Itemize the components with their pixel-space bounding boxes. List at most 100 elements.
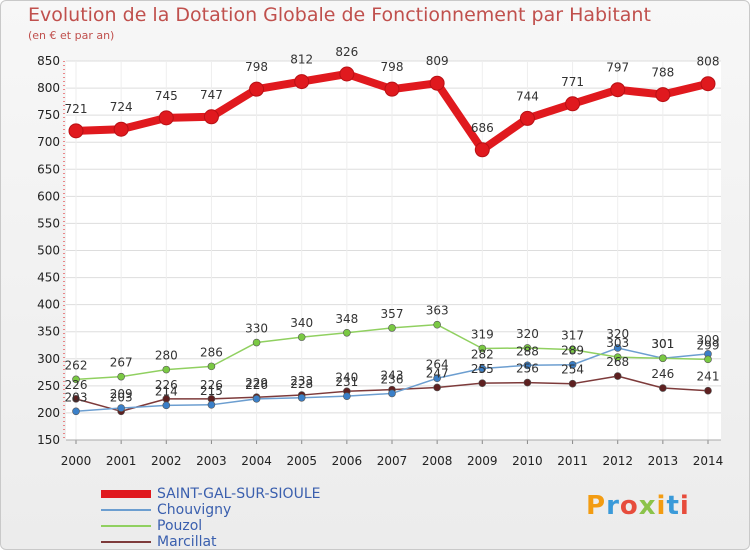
series-point [252,395,261,403]
series-point [158,110,174,126]
series-point [659,384,667,392]
data-label: 319 [471,327,494,341]
legend: SAINT-GAL-SUR-SIOULE Chouvigny Pouzol Ma… [101,486,320,550]
y-tick-label: 550 [37,216,60,230]
logo-letter: x [638,491,657,521]
data-label: 808 [697,55,720,69]
data-label: 686 [471,121,494,135]
series-point [117,372,125,381]
series-point [433,383,441,392]
series-point [252,338,261,347]
data-label: 320 [516,327,539,341]
x-tick-label: 2011 [557,454,588,468]
data-label: 264 [426,357,449,371]
legend-label: Pouzol [157,518,203,534]
data-label: 363 [426,304,449,318]
series-point [68,123,84,139]
data-label: 809 [426,54,449,68]
data-label: 721 [65,102,88,116]
data-label: 724 [110,100,133,114]
data-label: 256 [516,362,539,376]
x-tick-label: 2000 [61,454,92,468]
data-label: 826 [335,45,358,59]
series-point [207,401,216,409]
data-label: 289 [561,344,584,358]
series-point [113,121,129,137]
series-point [72,375,80,384]
data-label: 229 [245,376,268,390]
data-label: 209 [110,387,133,401]
y-tick-label: 700 [37,135,60,149]
y-tick-label: 650 [37,162,60,176]
data-label: 203 [65,390,88,404]
data-label: 203 [110,390,133,404]
legend-label: Marcillat [157,534,217,550]
x-tick-label: 2005 [286,454,317,468]
series-point [207,362,216,371]
data-label: 282 [471,348,494,362]
series-point [613,372,622,380]
legend-swatch [101,490,151,498]
data-label: 320 [606,327,629,341]
data-label: 231 [335,375,358,389]
data-label: 744 [516,89,539,103]
logo-letter: i [656,491,667,521]
series-point [294,74,310,90]
series-point [565,96,581,112]
series-point [72,395,80,403]
data-label: 303 [606,336,629,350]
x-tick-label: 2006 [332,454,363,468]
y-tick-label: 350 [37,325,60,339]
data-label: 241 [697,370,720,384]
series-point [343,328,351,337]
data-label: 357 [381,307,404,321]
data-label: 226 [155,378,178,392]
x-tick-label: 2003 [196,454,227,468]
data-label: 747 [200,88,223,102]
data-label: 301 [651,337,674,351]
series-point [523,344,532,352]
series-point [523,378,532,387]
data-label: 745 [155,89,178,103]
series-point [700,76,716,92]
data-label: 226 [200,378,223,392]
chart-title: Evolution de la Dotation Globale de Fonc… [28,4,651,26]
series-point [568,345,577,354]
data-label: 233 [290,374,313,388]
series-point [162,401,171,410]
series-point [72,407,80,416]
x-tick-label: 2002 [151,454,182,468]
series-point [297,333,306,341]
y-tick-label: 250 [37,379,60,393]
data-label: 226 [245,378,268,392]
data-label: 268 [606,355,629,369]
x-tick-label: 2004 [241,454,272,468]
series-point [610,82,626,98]
legend-swatch [101,509,151,511]
data-label: 317 [561,329,584,343]
data-label: 254 [561,363,584,377]
series-point [433,374,441,383]
series-point [613,344,622,352]
logo-letter: i [679,491,690,521]
x-tick-label: 2012 [602,454,633,468]
data-label: 798 [381,60,404,74]
data-label: 226 [65,378,88,392]
data-label: 330 [245,322,268,336]
series-point [343,392,351,400]
x-tick-label: 2009 [467,454,498,468]
legend-swatch [101,541,151,543]
data-label: 788 [651,66,674,80]
data-label: 215 [200,384,223,398]
y-tick-label: 600 [37,189,60,203]
x-tick-label: 2013 [648,454,679,468]
data-label: 255 [471,362,494,376]
series-point [339,66,355,82]
series-point [478,344,487,353]
data-label: 243 [381,369,404,383]
series-point [297,393,306,402]
data-label: 262 [65,358,88,372]
data-label: 771 [561,75,584,89]
series-point [519,110,535,126]
data-label: 240 [335,370,358,384]
